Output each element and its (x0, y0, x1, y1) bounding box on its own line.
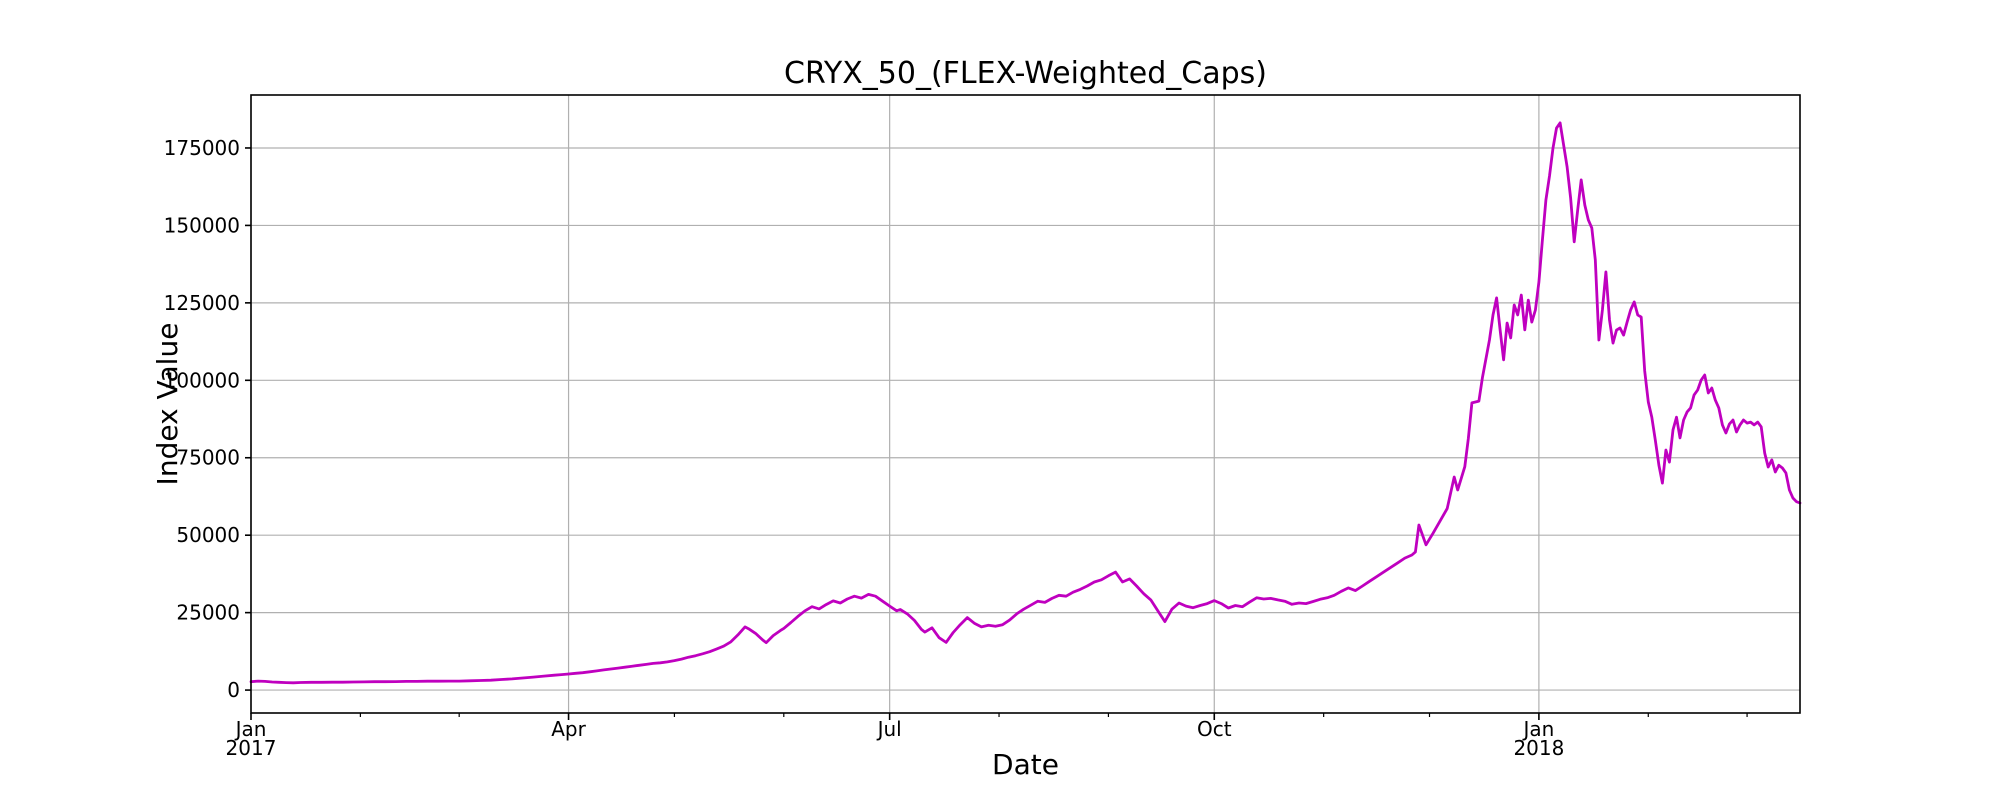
y-tick-label: 150000 (164, 213, 240, 237)
chart-title: CRYX_50_(FLEX-Weighted_Caps) (784, 56, 1267, 91)
x-tick-label: Jan (234, 717, 267, 741)
x-tick-label: Jan (1521, 717, 1554, 741)
x-tick-label: Apr (551, 717, 586, 741)
y-tick-label: 50000 (176, 523, 240, 547)
y-tick-label: 175000 (164, 136, 240, 160)
y-tick-label: 75000 (176, 446, 240, 470)
x-tick-label: Oct (1197, 717, 1232, 741)
y-tick-label: 125000 (164, 291, 240, 315)
index-series-line (249, 121, 1802, 685)
plot-border (250, 94, 1801, 714)
x-tick-year-label: 2018 (1513, 736, 1564, 760)
y-tick-label: 0 (227, 678, 240, 702)
x-tick-year-label: 2017 (226, 736, 277, 760)
x-axis-label: Date (992, 748, 1059, 781)
y-tick-label: 100000 (164, 368, 240, 392)
x-tick-label: Jul (876, 717, 902, 741)
y-tick-label: 25000 (176, 601, 240, 625)
